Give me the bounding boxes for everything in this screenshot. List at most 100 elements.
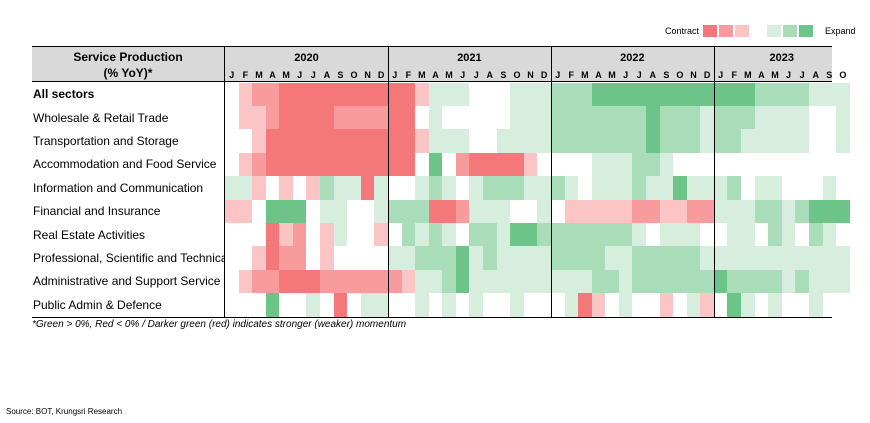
heatmap-cell [754, 176, 769, 200]
heatmap-cell [727, 293, 742, 317]
heatmap-cell [605, 269, 620, 294]
heatmap-cell [564, 82, 579, 107]
heatmap-cell [605, 293, 620, 317]
heatmap-cell [401, 199, 416, 224]
heatmap-cell [523, 199, 538, 224]
heatmap-cell [292, 105, 308, 130]
heatmap-cell [632, 105, 647, 130]
month-label: J [310, 70, 316, 80]
heatmap-cell [306, 82, 321, 107]
heatmap-cell [645, 199, 661, 224]
month-label: J [297, 70, 303, 80]
heatmap-cell [225, 222, 240, 247]
heatmap-cell [673, 293, 688, 317]
heatmap-cell [673, 199, 688, 224]
heatmap-cell [727, 129, 742, 154]
heatmap-cell [808, 246, 824, 271]
heatmap-cell [727, 222, 742, 247]
heatmap-cell [333, 105, 348, 130]
year-divider [550, 46, 552, 318]
heatmap-cell [550, 82, 566, 107]
heatmap-cell [713, 246, 729, 271]
heatmap-cell [347, 199, 362, 224]
heatmap-cell [401, 293, 416, 317]
heatmap-cell [252, 222, 267, 247]
heatmap-cell [225, 152, 240, 177]
heatmap-cell [564, 176, 579, 200]
heatmap-cell [645, 222, 661, 247]
month-label: F [242, 70, 249, 80]
table-bottom-border [32, 316, 832, 318]
month-label: J [636, 70, 642, 80]
heatmap-cell [632, 176, 647, 200]
heatmap-cell [252, 293, 267, 317]
heatmap-cell [768, 293, 783, 317]
heatmap-cell [781, 82, 796, 107]
heatmap-cell [673, 129, 688, 154]
heatmap-cell [713, 199, 729, 224]
heatmap-cell [673, 152, 688, 177]
heatmap-cell [781, 293, 796, 317]
heatmap-cell [347, 246, 362, 271]
heatmap-cell [510, 222, 525, 247]
heatmap-cell [781, 246, 796, 271]
heatmap-cell [496, 176, 511, 200]
heatmap-cell [415, 246, 430, 271]
heatmap-cell [673, 269, 688, 294]
heatmap-cell [252, 152, 267, 177]
heatmap-cell [822, 105, 837, 130]
heatmap-cell [822, 269, 837, 294]
heatmap-cell [822, 199, 837, 224]
heatmap-cell [469, 246, 484, 271]
heatmap-cell [387, 129, 403, 154]
footnote: *Green > 0%, Red < 0% / Darker green (re… [32, 319, 407, 330]
heatmap-cell [822, 176, 837, 200]
heatmap-cell [374, 246, 389, 271]
heatmap-cell [605, 176, 620, 200]
heatmap-cell [523, 246, 538, 271]
heatmap-cell [279, 176, 294, 200]
legend-swatch [735, 25, 749, 37]
heatmap-cell [523, 82, 538, 107]
heatmap-cell [496, 222, 511, 247]
month-label: J [718, 70, 724, 80]
heatmap-cell [347, 293, 362, 317]
heatmap-cell [686, 222, 701, 247]
heatmap-cell [510, 269, 525, 294]
heatmap-cell [686, 82, 701, 107]
heatmap-cell [795, 199, 810, 224]
heatmap-cell [632, 152, 647, 177]
heatmap-cell [401, 105, 416, 130]
heatmap-cell [618, 199, 633, 224]
heatmap-cell [700, 82, 715, 107]
heatmap-cell [659, 152, 674, 177]
month-label: M [608, 70, 616, 80]
heatmap-cell [659, 269, 674, 294]
heatmap-cell [428, 152, 443, 177]
heatmap-cell [632, 82, 647, 107]
heatmap-cell [795, 222, 810, 247]
heatmap-cell [238, 152, 253, 177]
heatmap-cell [496, 129, 511, 154]
heatmap-cell [401, 129, 416, 154]
heatmap-cell [279, 129, 294, 154]
heatmap-cell [578, 199, 593, 224]
month-label: J [623, 70, 629, 80]
heatmap-cell [374, 105, 389, 130]
heatmap-cell [252, 105, 267, 130]
heatmap-cell [578, 176, 593, 200]
heatmap-cell [333, 129, 348, 154]
heatmap-cell [822, 246, 837, 271]
heatmap-cell [550, 269, 566, 294]
heatmap-cell [510, 82, 525, 107]
month-label: D [377, 70, 385, 80]
heatmap-cell [741, 82, 756, 107]
heatmap-cell [455, 269, 471, 294]
row-label: Real Estate Activities [33, 227, 146, 242]
heatmap-cell [225, 269, 240, 294]
heatmap-cell [754, 246, 769, 271]
heatmap-cell [632, 199, 647, 224]
heatmap-cell [306, 199, 321, 224]
heatmap-cell [374, 269, 389, 294]
month-label: D [540, 70, 548, 80]
